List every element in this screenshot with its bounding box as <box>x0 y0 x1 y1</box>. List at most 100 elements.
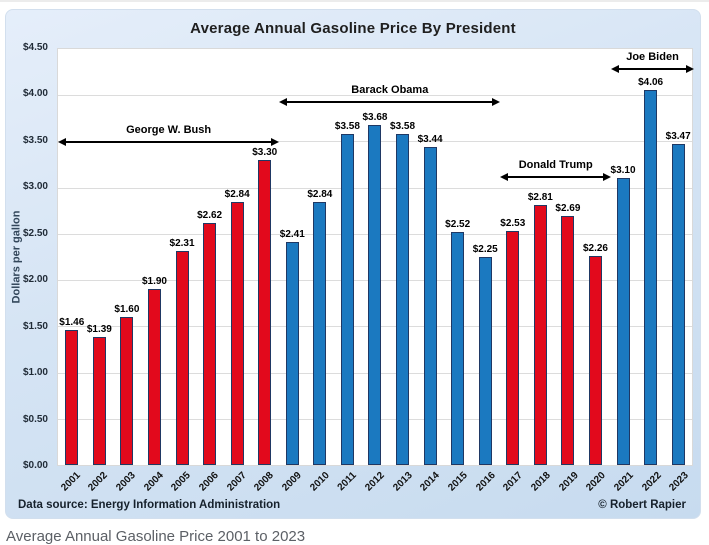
bar-value-label: $2.62 <box>197 209 223 221</box>
x-axis-label-2018: 2018 <box>529 470 553 494</box>
bar-column: $3.30 <box>251 49 279 465</box>
x-axis-label-2006: 2006 <box>197 470 221 494</box>
bar-column: $2.81 <box>527 49 555 465</box>
page-top-strip <box>0 0 709 2</box>
bar-2014 <box>423 147 437 465</box>
bar-2013 <box>396 134 410 465</box>
x-axis-label-2010: 2010 <box>307 470 332 494</box>
x-axis-label-2022: 2022 <box>639 470 664 494</box>
y-axis-tick-label: $2.00 <box>22 274 48 286</box>
bar-column: $2.84 <box>223 49 251 465</box>
x-axis-label-2004: 2004 <box>142 470 166 494</box>
bar-column: $2.26 <box>582 49 610 465</box>
gridline <box>58 95 692 97</box>
y-axis-tick-label: $3.00 <box>22 181 48 193</box>
bar-2003 <box>120 317 134 465</box>
y-axis-tick-label: $1.50 <box>22 320 48 332</box>
bar-value-label: $1.90 <box>141 276 167 288</box>
president-span-arrow <box>279 97 501 106</box>
x-axis-label-2008: 2008 <box>252 470 277 494</box>
bar-2010 <box>313 202 327 465</box>
bar-2019 <box>561 216 575 465</box>
x-axis-label-2011: 2011 <box>335 470 360 494</box>
plot-area: $1.46 $1.39 $1.60 $1.90 $2.31 $2.62 $2.84 $3.30… <box>57 48 694 466</box>
bar-value-label: $1.39 <box>86 323 112 335</box>
chart-title: Average Annual Gasoline Price By Preside… <box>190 20 516 37</box>
x-axis-label-2007: 2007 <box>225 470 249 494</box>
bar-value-label: $3.68 <box>362 111 388 123</box>
bar-column: $2.53 <box>499 49 527 465</box>
bar-value-label: $2.53 <box>500 218 526 230</box>
bar-2016 <box>478 257 492 465</box>
arrow-right-head-icon <box>492 97 501 106</box>
bar-value-label: $2.41 <box>279 229 305 241</box>
arrow-left-head-icon <box>58 137 66 146</box>
y-axis-labels: $0.00 $0.50 $1.00 $1.50 $2.00 $2.50 $3.00 $3.50… <box>6 42 52 471</box>
y-axis-tick-label: $4.00 <box>22 88 48 100</box>
arrow-left-head-icon <box>500 172 509 181</box>
bar-value-label: $1.60 <box>114 304 140 316</box>
y-axis-tick-label: $3.50 <box>22 134 48 146</box>
bar-value-label: $2.52 <box>445 219 471 231</box>
bar-column: $3.10 <box>609 49 637 465</box>
bar-columns: $1.46 $1.39 $1.60 $1.90 $2.31 $2.62 $2.84 $3.30… <box>58 49 692 465</box>
president-span-arrow <box>58 137 280 146</box>
president-label: Joe Biden <box>626 51 679 64</box>
president-label: Donald Trump <box>518 158 593 171</box>
x-axis-label-2013: 2013 <box>390 470 415 494</box>
bar-2004 <box>147 289 161 465</box>
x-axis-label-2009: 2009 <box>280 470 304 494</box>
chart-footer: Data source: Energy Information Administ… <box>18 499 686 511</box>
bar-2021 <box>616 178 630 465</box>
president-span-arrow <box>611 65 694 74</box>
bar-column: $2.41 <box>279 49 307 465</box>
x-axis-label-2021: 2021 <box>612 470 636 494</box>
bar-column: $2.31 <box>168 49 196 465</box>
bar-value-label: $3.58 <box>390 121 416 133</box>
bar-2012 <box>368 124 382 465</box>
bar-column: $1.39 <box>86 49 114 465</box>
bar-2002 <box>92 336 106 465</box>
bar-value-label: $2.84 <box>224 189 250 201</box>
bar-value-label: $2.31 <box>169 238 195 250</box>
bar-value-label: $1.46 <box>59 317 85 329</box>
bar-2018 <box>533 205 547 465</box>
x-axis-label-2005: 2005 <box>169 470 194 494</box>
y-axis-tick-label: $2.50 <box>22 227 48 239</box>
y-axis-tick-label: $1.00 <box>22 367 48 379</box>
bar-2009 <box>285 242 299 465</box>
bar-column: $1.46 <box>58 49 86 465</box>
y-axis-tick-label: $4.50 <box>22 42 48 53</box>
x-axis-label-2014: 2014 <box>418 470 443 494</box>
bar-2001 <box>65 330 79 465</box>
annotation-donald-trump: Donald Trump <box>500 158 612 181</box>
bar-column: $2.69 <box>554 49 582 465</box>
bar-column: $3.58 <box>389 49 417 465</box>
bar-column: $3.58 <box>334 49 362 465</box>
arrow-right-head-icon <box>603 172 612 181</box>
bar-column: $3.47 <box>664 49 692 465</box>
bar-column: $2.84 <box>306 49 334 465</box>
bar-column: $2.52 <box>444 49 472 465</box>
x-axis-label-2023: 2023 <box>667 470 691 494</box>
x-axis-label-2001: 2001 <box>59 470 83 494</box>
y-axis-tick-label: $0.50 <box>22 413 48 425</box>
bar-value-label: $3.30 <box>252 146 278 158</box>
president-span-arrow <box>500 172 612 181</box>
bar-2011 <box>340 134 354 465</box>
bar-value-label: $3.44 <box>417 134 443 145</box>
bar-2007 <box>230 202 244 465</box>
bar-2023 <box>671 144 685 465</box>
bar-column: $3.68 <box>361 49 389 465</box>
bar-column: $2.25 <box>471 49 499 465</box>
copyright-note: © Robert Rapier <box>598 499 686 511</box>
bar-2008 <box>258 159 272 465</box>
bar-value-label: $2.81 <box>527 192 553 204</box>
bar-value-label: $2.69 <box>555 203 581 215</box>
annotation-george-w-bush: George W. Bush <box>58 124 280 146</box>
bar-value-label: $2.25 <box>472 244 498 255</box>
x-axis-label-2003: 2003 <box>114 470 138 494</box>
x-axis-label-2019: 2019 <box>556 470 581 494</box>
bar-2005 <box>175 251 189 465</box>
bar-value-label: $3.58 <box>334 121 360 133</box>
